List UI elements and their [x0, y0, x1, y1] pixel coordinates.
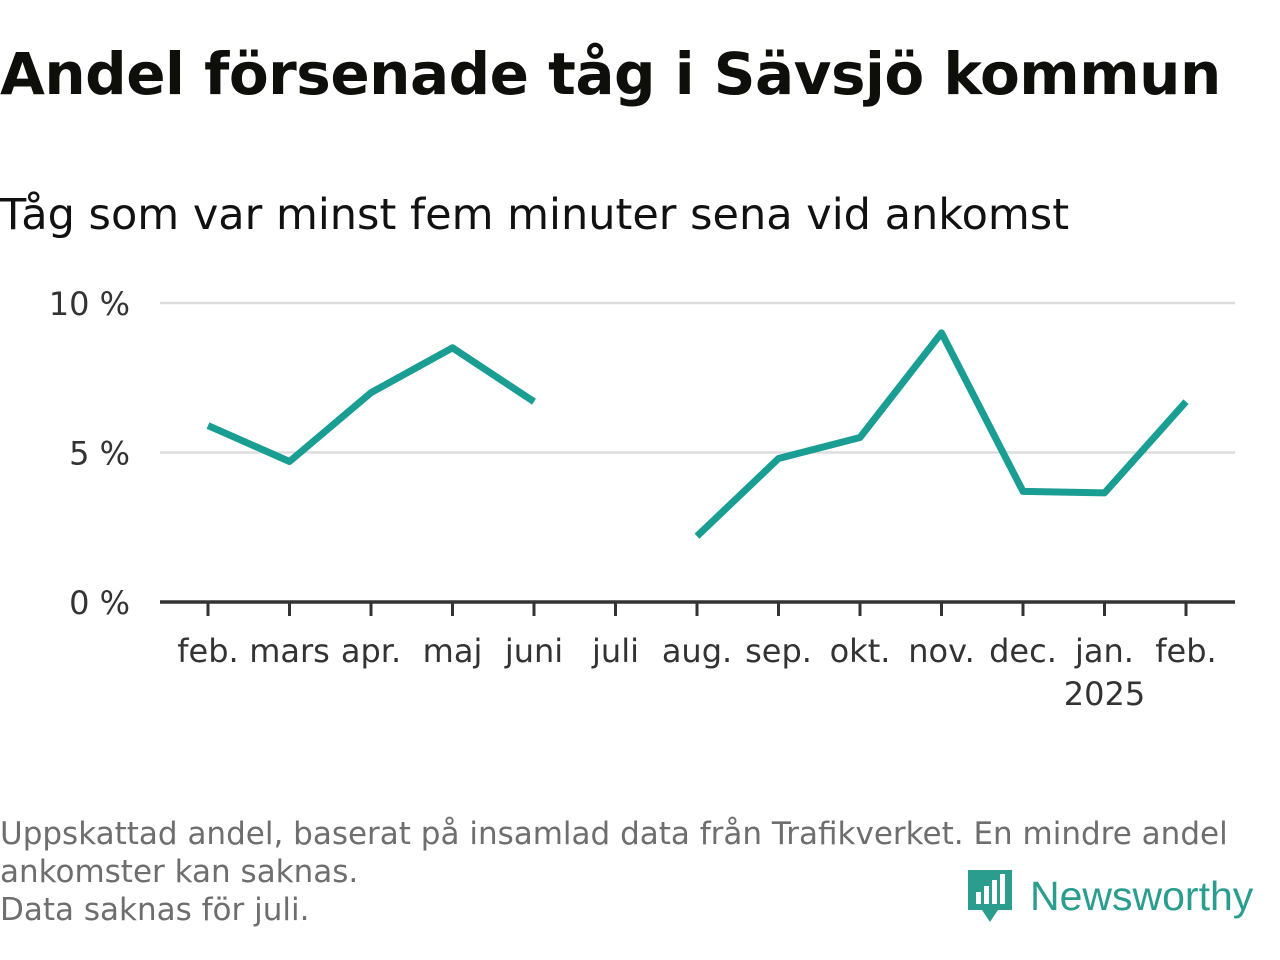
brand-logo: Newsworthy	[964, 866, 1253, 926]
footnote: Uppskattad andel, baserat på insamlad da…	[0, 815, 1270, 929]
line-chart: 0 % 5 % 10 % feb. mars apr. maj juni juli aug. se…	[49, 285, 1235, 713]
x-tick-label: jan.	[1074, 632, 1134, 670]
x-tick-label: juli	[591, 632, 639, 670]
chart-title: Andel försenade tåg i Sävsjö kommun	[0, 40, 1221, 108]
x-tick-label: okt.	[830, 632, 891, 670]
x-tick-sublabel: 2025	[1064, 675, 1145, 713]
x-tick-label: nov.	[908, 632, 974, 670]
series-line	[206, 344, 536, 465]
x-tick-label: juni	[504, 632, 563, 670]
footnote-line: ankomster kan saknas.	[0, 854, 359, 890]
x-tick-label: sep.	[745, 632, 812, 670]
y-axis-ticks: 0 % 5 % 10 %	[49, 285, 130, 622]
x-axis-ticks: feb. mars apr. maj juni juli aug. sep. okt. nov. d…	[177, 602, 1217, 713]
x-tick-label: apr.	[341, 632, 401, 670]
series-lines	[206, 329, 1189, 539]
x-tick-label: feb.	[1155, 632, 1216, 670]
x-tick-label: mars	[249, 632, 330, 670]
newsworthy-logo-icon	[968, 870, 1012, 922]
y-tick-label: 0 %	[69, 584, 130, 622]
x-tick-label: dec.	[989, 632, 1057, 670]
x-tick-label: feb.	[177, 632, 238, 670]
footnote-line: Data saknas för juli.	[0, 892, 310, 928]
footnote-line: Uppskattad andel, baserat på insamlad da…	[0, 816, 1228, 852]
brand-name: Newsworthy	[1030, 872, 1254, 919]
gridlines	[160, 301, 1235, 454]
y-tick-label: 10 %	[49, 285, 130, 323]
y-tick-label: 5 %	[69, 435, 130, 473]
chart-subtitle: Tåg som var minst fem minuter sena vid a…	[0, 190, 1070, 240]
series-line	[694, 329, 1189, 539]
x-tick-label: aug.	[662, 632, 732, 670]
x-tick-label: maj	[423, 632, 483, 670]
